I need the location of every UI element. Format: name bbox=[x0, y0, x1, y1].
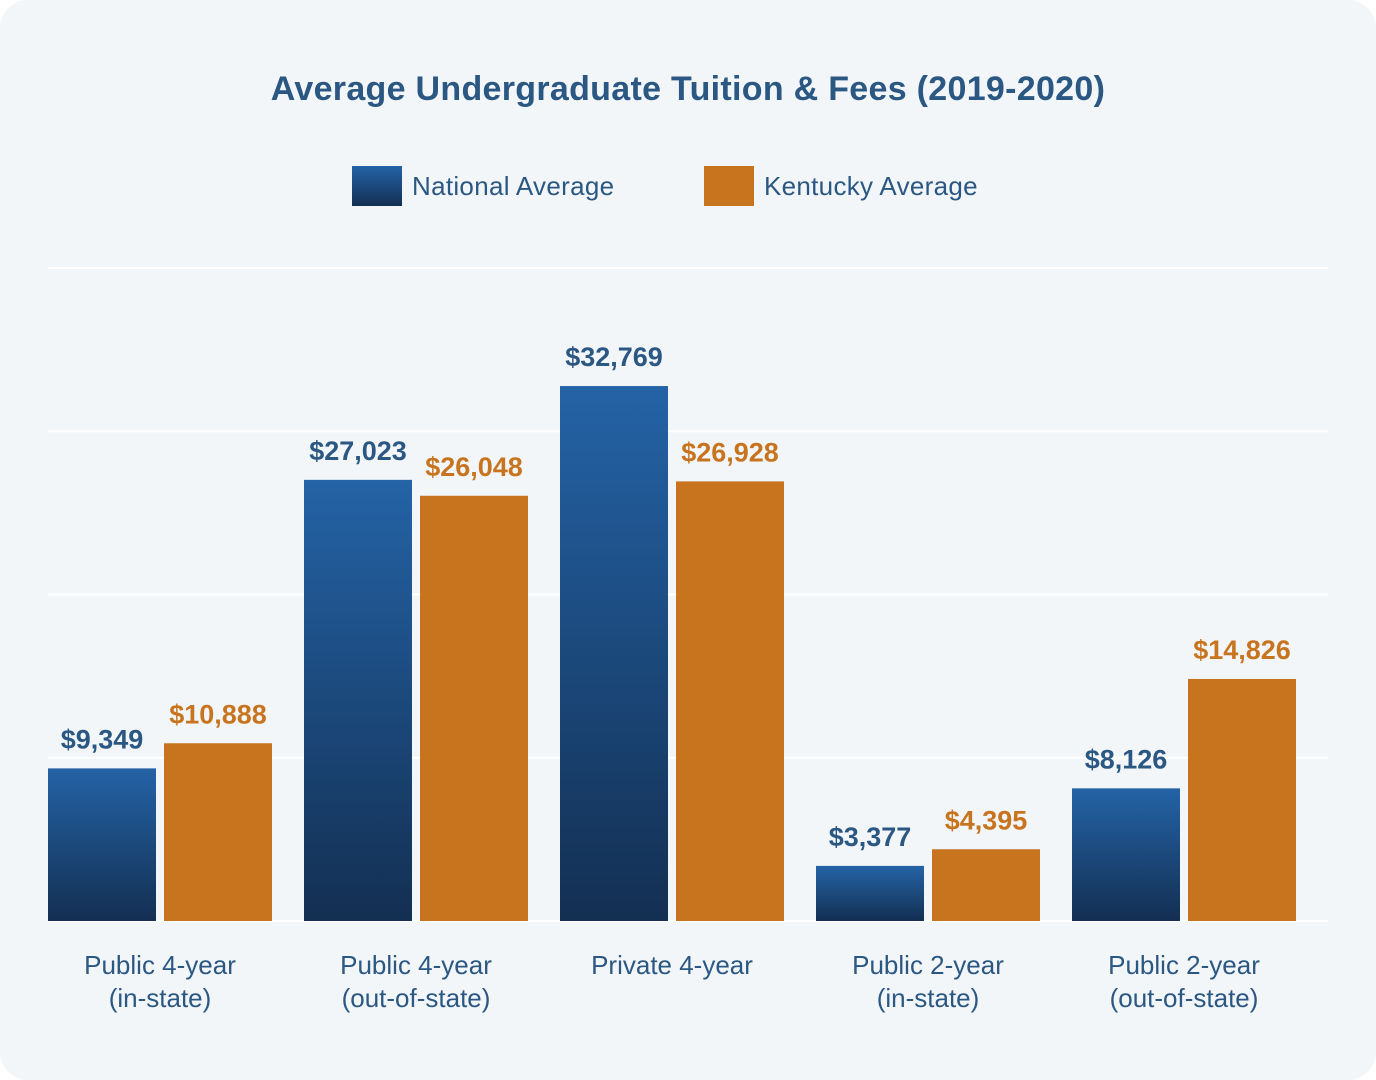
value-label-kentucky: $4,395 bbox=[945, 805, 1028, 835]
value-label-national: $27,023 bbox=[309, 436, 407, 466]
value-label-national: $32,769 bbox=[565, 342, 663, 372]
category-labels: Public 4-year (in-state) Public 4-year (out… bbox=[84, 950, 1260, 1013]
bar-national bbox=[560, 386, 668, 921]
value-label-national: $3,377 bbox=[829, 822, 912, 852]
value-label-national: $8,126 bbox=[1085, 744, 1168, 774]
bar-kentucky bbox=[1188, 678, 1296, 921]
bar-national bbox=[1072, 788, 1180, 921]
bar-kentucky bbox=[420, 495, 528, 921]
legend-item-kentucky: Kentucky Average bbox=[704, 166, 978, 206]
legend-swatch-kentucky bbox=[704, 166, 754, 206]
value-label-kentucky: $14,826 bbox=[1193, 635, 1291, 665]
bars bbox=[48, 386, 1296, 921]
bar-national bbox=[48, 768, 156, 921]
legend-label-kentucky: Kentucky Average bbox=[764, 170, 978, 201]
category-label: Private 4-year bbox=[591, 950, 753, 980]
category-label: Public 4-year (in-state) bbox=[84, 950, 236, 1013]
chart-title: Average Undergraduate Tuition & Fees (20… bbox=[270, 70, 1106, 108]
bar-kentucky bbox=[164, 743, 272, 921]
value-label-kentucky: $26,928 bbox=[681, 437, 779, 467]
legend-item-national: National Average bbox=[352, 166, 614, 206]
legend-label-national: National Average bbox=[412, 170, 615, 201]
bar-national bbox=[304, 479, 412, 921]
bar-national bbox=[816, 865, 924, 921]
value-label-kentucky: $26,048 bbox=[425, 452, 523, 482]
value-label-kentucky: $10,888 bbox=[169, 699, 267, 729]
bar-kentucky bbox=[676, 481, 784, 921]
bar-kentucky bbox=[932, 849, 1040, 921]
value-labels: $9,349 $10,888 $27,023 $26,048 $32,769 $26,92… bbox=[61, 342, 1291, 852]
category-label: Public 2-year (out-of-state) bbox=[1108, 950, 1260, 1013]
legend: National Average Kentucky Average bbox=[0, 166, 1376, 206]
category-label: Public 2-year (in-state) bbox=[852, 950, 1004, 1013]
value-label-national: $9,349 bbox=[61, 724, 144, 754]
category-label: Public 4-year (out-of-state) bbox=[340, 950, 492, 1013]
legend-swatch-national bbox=[352, 166, 402, 206]
